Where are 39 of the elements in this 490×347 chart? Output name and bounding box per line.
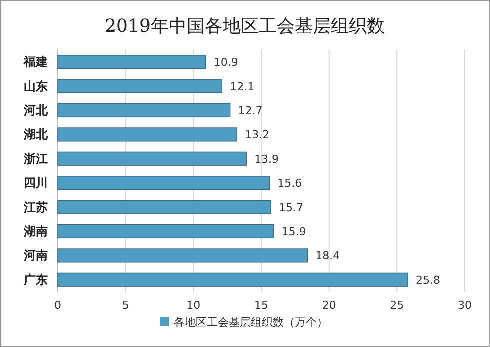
data-label: 15.6	[278, 177, 302, 190]
bar	[58, 248, 308, 263]
data-label: 12.7	[238, 104, 263, 118]
data-label: 13.2	[245, 128, 270, 142]
x-tick-label: 25	[390, 299, 404, 312]
data-label: 18.4	[316, 250, 340, 263]
bar	[58, 176, 270, 190]
x-tick-label: 0	[54, 299, 62, 312]
data-label: 15.9	[282, 226, 306, 238]
y-tick-label: 四川	[24, 176, 48, 190]
y-tick-label: 浙江	[23, 152, 48, 166]
x-tick-label: 15	[254, 299, 268, 312]
y-tick-label: 河南	[23, 248, 48, 263]
x-tick-label: 5	[122, 299, 130, 312]
data-label: 13.9	[254, 152, 280, 166]
x-tick-label: 20	[322, 299, 336, 312]
y-tick-label: 湖南	[23, 224, 48, 238]
bar	[58, 103, 231, 118]
y-tick-label: 福建	[23, 55, 48, 70]
data-label: 10.9	[214, 56, 238, 70]
bar	[58, 200, 272, 214]
y-tick-label: 河北	[23, 104, 49, 118]
bar	[58, 79, 223, 94]
x-tick-label: 30	[458, 299, 472, 312]
y-tick-label: 广东	[23, 272, 48, 287]
legend-label: 各地区工会基层组织数（万个）	[174, 316, 328, 329]
y-tick-label: 湖北	[23, 128, 49, 142]
data-label: 15.7	[278, 201, 304, 214]
bar	[58, 128, 238, 142]
chart-title: 2019年中国各地区工会基层组织数	[105, 16, 385, 37]
x-tick-label: 10	[186, 299, 201, 312]
y-tick-label: 江苏	[23, 200, 48, 214]
data-label: 12.1	[230, 80, 255, 94]
bar	[58, 224, 274, 239]
bar	[58, 272, 408, 287]
bar	[58, 152, 247, 166]
data-label: 25.8	[416, 274, 441, 287]
bar	[58, 55, 206, 70]
y-tick-label: 山东	[24, 79, 48, 94]
